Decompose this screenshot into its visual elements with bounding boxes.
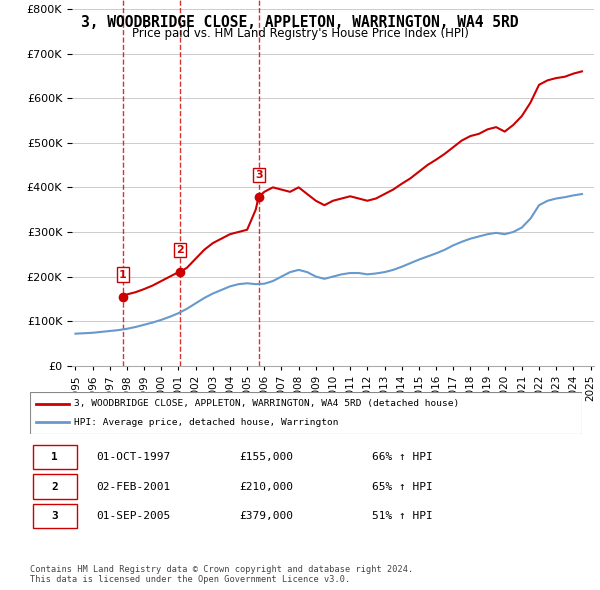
Text: Contains HM Land Registry data © Crown copyright and database right 2024.
This d: Contains HM Land Registry data © Crown c… <box>30 565 413 584</box>
Text: 1: 1 <box>119 270 127 280</box>
Text: 3, WOODBRIDGE CLOSE, APPLETON, WARRINGTON, WA4 5RD (detached house): 3, WOODBRIDGE CLOSE, APPLETON, WARRINGTO… <box>74 399 460 408</box>
FancyBboxPatch shape <box>33 474 77 499</box>
Text: 01-OCT-1997: 01-OCT-1997 <box>96 452 170 462</box>
Text: £379,000: £379,000 <box>240 511 294 521</box>
Text: £155,000: £155,000 <box>240 452 294 462</box>
Text: 65% ↑ HPI: 65% ↑ HPI <box>372 481 433 491</box>
FancyBboxPatch shape <box>30 392 582 434</box>
Text: 3, WOODBRIDGE CLOSE, APPLETON, WARRINGTON, WA4 5RD: 3, WOODBRIDGE CLOSE, APPLETON, WARRINGTO… <box>81 15 519 30</box>
Text: 3: 3 <box>52 511 58 521</box>
Text: 01-SEP-2005: 01-SEP-2005 <box>96 511 170 521</box>
Text: 51% ↑ HPI: 51% ↑ HPI <box>372 511 433 521</box>
FancyBboxPatch shape <box>33 445 77 470</box>
Text: 66% ↑ HPI: 66% ↑ HPI <box>372 452 433 462</box>
Text: 1: 1 <box>52 452 58 462</box>
Text: 2: 2 <box>52 481 58 491</box>
Text: 3: 3 <box>255 170 262 180</box>
Text: 2: 2 <box>176 245 184 255</box>
Text: HPI: Average price, detached house, Warrington: HPI: Average price, detached house, Warr… <box>74 418 338 427</box>
Text: £210,000: £210,000 <box>240 481 294 491</box>
Text: Price paid vs. HM Land Registry's House Price Index (HPI): Price paid vs. HM Land Registry's House … <box>131 27 469 40</box>
Text: 02-FEB-2001: 02-FEB-2001 <box>96 481 170 491</box>
FancyBboxPatch shape <box>33 504 77 529</box>
